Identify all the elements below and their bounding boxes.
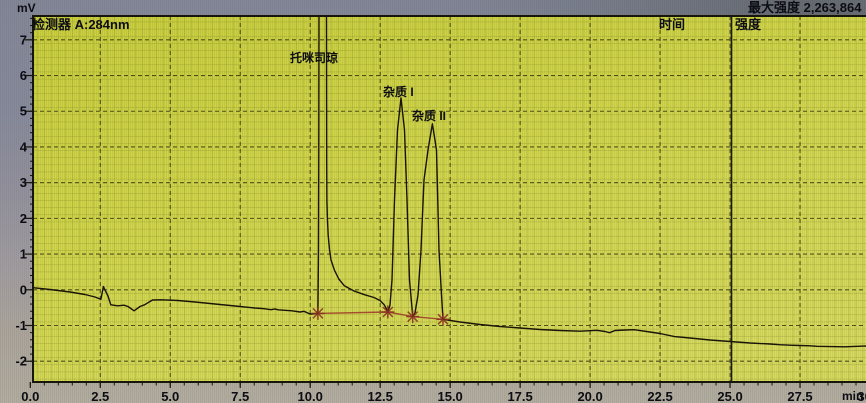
svg-text:1: 1	[20, 247, 27, 262]
svg-text:杂质 I: 杂质 I	[383, 84, 414, 99]
svg-text:17.5: 17.5	[507, 389, 532, 403]
svg-text:-2: -2	[15, 354, 27, 369]
svg-text:27.5: 27.5	[787, 389, 812, 403]
svg-text:强度: 强度	[735, 17, 762, 32]
svg-text:托咪司琼: 托咪司琼	[290, 50, 338, 65]
svg-text:4: 4	[20, 139, 28, 154]
svg-text:mV: mV	[17, 1, 36, 15]
svg-text:杂质 II: 杂质 II	[412, 108, 446, 123]
svg-text:2.5: 2.5	[91, 389, 109, 403]
svg-text:3: 3	[20, 175, 27, 190]
svg-text:0.0: 0.0	[21, 389, 39, 403]
svg-text:6: 6	[20, 68, 27, 83]
svg-text:12.5: 12.5	[368, 389, 393, 403]
svg-text:最大强度 2,263,864: 最大强度 2,263,864	[748, 0, 862, 15]
svg-text:min: min	[842, 389, 863, 403]
svg-text:22.5: 22.5	[647, 389, 672, 403]
svg-text:-1: -1	[15, 318, 27, 333]
svg-text:7.5: 7.5	[231, 389, 249, 403]
svg-text:检测器 A:284nm: 检测器 A:284nm	[32, 17, 130, 32]
svg-text:2: 2	[20, 211, 27, 226]
svg-text:时间: 时间	[659, 17, 685, 32]
svg-text:7: 7	[20, 32, 27, 47]
svg-text:5.0: 5.0	[161, 389, 179, 403]
svg-text:10.0: 10.0	[298, 389, 323, 403]
svg-text:20.0: 20.0	[577, 389, 602, 403]
svg-text:5: 5	[20, 104, 27, 119]
svg-text:15.0: 15.0	[437, 389, 462, 403]
svg-text:25.0: 25.0	[717, 389, 742, 403]
svg-text:0: 0	[20, 282, 27, 297]
